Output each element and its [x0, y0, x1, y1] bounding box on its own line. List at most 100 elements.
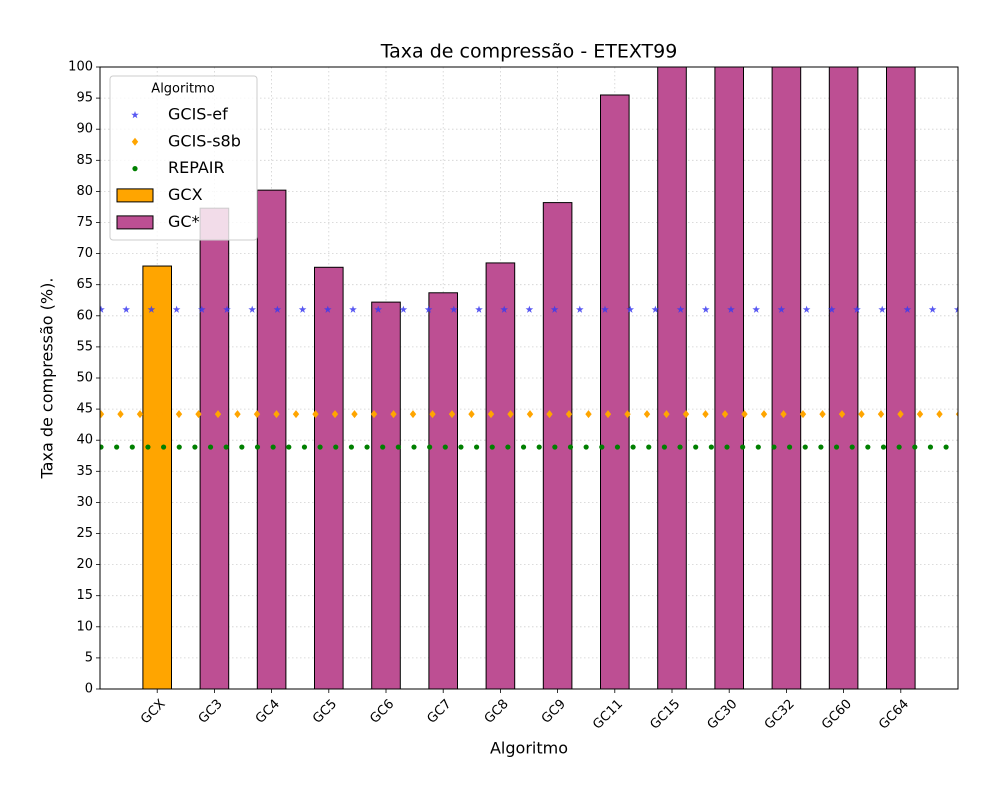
marker [777, 305, 786, 313]
marker [741, 410, 748, 419]
marker [760, 410, 768, 419]
marker [771, 444, 777, 450]
marker [475, 305, 483, 313]
marker [828, 305, 836, 313]
x-tick-label: GC64 [876, 697, 912, 733]
marker [552, 444, 558, 450]
marker [136, 410, 144, 419]
marker [500, 305, 508, 313]
marker [682, 410, 690, 419]
x-tick-label: GC60 [819, 697, 855, 733]
y-tick-label: 35 [76, 464, 93, 479]
bar [657, 67, 687, 689]
y-tick-label: 55 [76, 339, 93, 354]
marker [390, 410, 397, 419]
marker [601, 305, 609, 313]
marker [145, 444, 151, 450]
y-tick-label: 20 [76, 557, 93, 572]
y-tick-label: 70 [76, 246, 93, 261]
bar [828, 67, 859, 689]
y-tick-label: 0 [85, 682, 93, 697]
marker [727, 305, 735, 313]
marker [207, 444, 214, 450]
marker [630, 444, 636, 450]
marker [349, 305, 357, 313]
marker [270, 444, 276, 450]
y-tick-label: 25 [76, 526, 93, 541]
marker [752, 305, 760, 313]
marker [955, 411, 958, 417]
marker [198, 305, 206, 313]
x-tick-label: GC3 [196, 697, 226, 727]
marker [721, 410, 729, 419]
marker [147, 305, 156, 313]
plot-area [100, 67, 958, 689]
marker [253, 410, 261, 419]
marker [370, 410, 378, 419]
y-tick-label: 95 [76, 91, 93, 106]
y-tick-label: 75 [76, 215, 93, 230]
marker [487, 410, 495, 419]
legend-label: GCIS-s8b [168, 131, 241, 150]
bar [600, 94, 630, 689]
marker [599, 444, 605, 450]
marker [161, 444, 167, 450]
marker [865, 444, 871, 450]
marker [583, 444, 589, 450]
marker [614, 444, 621, 450]
marker [626, 305, 634, 313]
marker [172, 305, 181, 313]
marker [677, 444, 683, 450]
marker [802, 305, 811, 313]
marker [651, 305, 660, 313]
y-tick-label: 65 [76, 277, 93, 292]
marker [740, 444, 746, 450]
marker [458, 444, 464, 450]
marker [799, 410, 807, 419]
reference-line [100, 444, 949, 450]
y-tick-label: 100 [68, 60, 93, 75]
marker [853, 305, 861, 313]
marker [724, 444, 730, 450]
marker [156, 410, 163, 419]
marker [520, 444, 527, 450]
marker [351, 410, 358, 419]
marker [399, 305, 408, 313]
legend-label: GCIS-ef [168, 105, 228, 124]
bar [199, 207, 230, 689]
marker [943, 444, 949, 450]
x-tick-label: GC8 [482, 697, 512, 727]
marker [424, 305, 433, 313]
x-tick-label: GC15 [647, 697, 683, 733]
marker [223, 305, 231, 313]
marker [565, 410, 573, 419]
marker [248, 305, 256, 313]
marker [536, 444, 542, 450]
marker [927, 444, 934, 450]
y-tick-label: 5 [85, 650, 93, 665]
marker [880, 444, 887, 450]
marker [132, 166, 138, 172]
bar [314, 266, 344, 689]
marker [505, 444, 511, 450]
marker [708, 444, 714, 450]
marker [129, 444, 135, 450]
marker [254, 444, 261, 450]
x-tick-label: GC6 [367, 697, 397, 727]
marker [450, 305, 458, 313]
marker [858, 410, 865, 419]
marker [317, 444, 323, 450]
marker [755, 444, 761, 450]
y-tick-label: 90 [76, 122, 93, 137]
marker [331, 410, 339, 419]
y-tick-label: 60 [76, 308, 93, 323]
y-tick-label: 80 [76, 184, 93, 199]
x-tick-label: GC5 [310, 697, 340, 727]
marker [429, 410, 436, 419]
marker [818, 444, 824, 450]
marker [214, 410, 222, 419]
x-tick-label: GCX [138, 697, 169, 728]
marker [409, 410, 417, 419]
x-tick-label: GC32 [762, 697, 798, 733]
